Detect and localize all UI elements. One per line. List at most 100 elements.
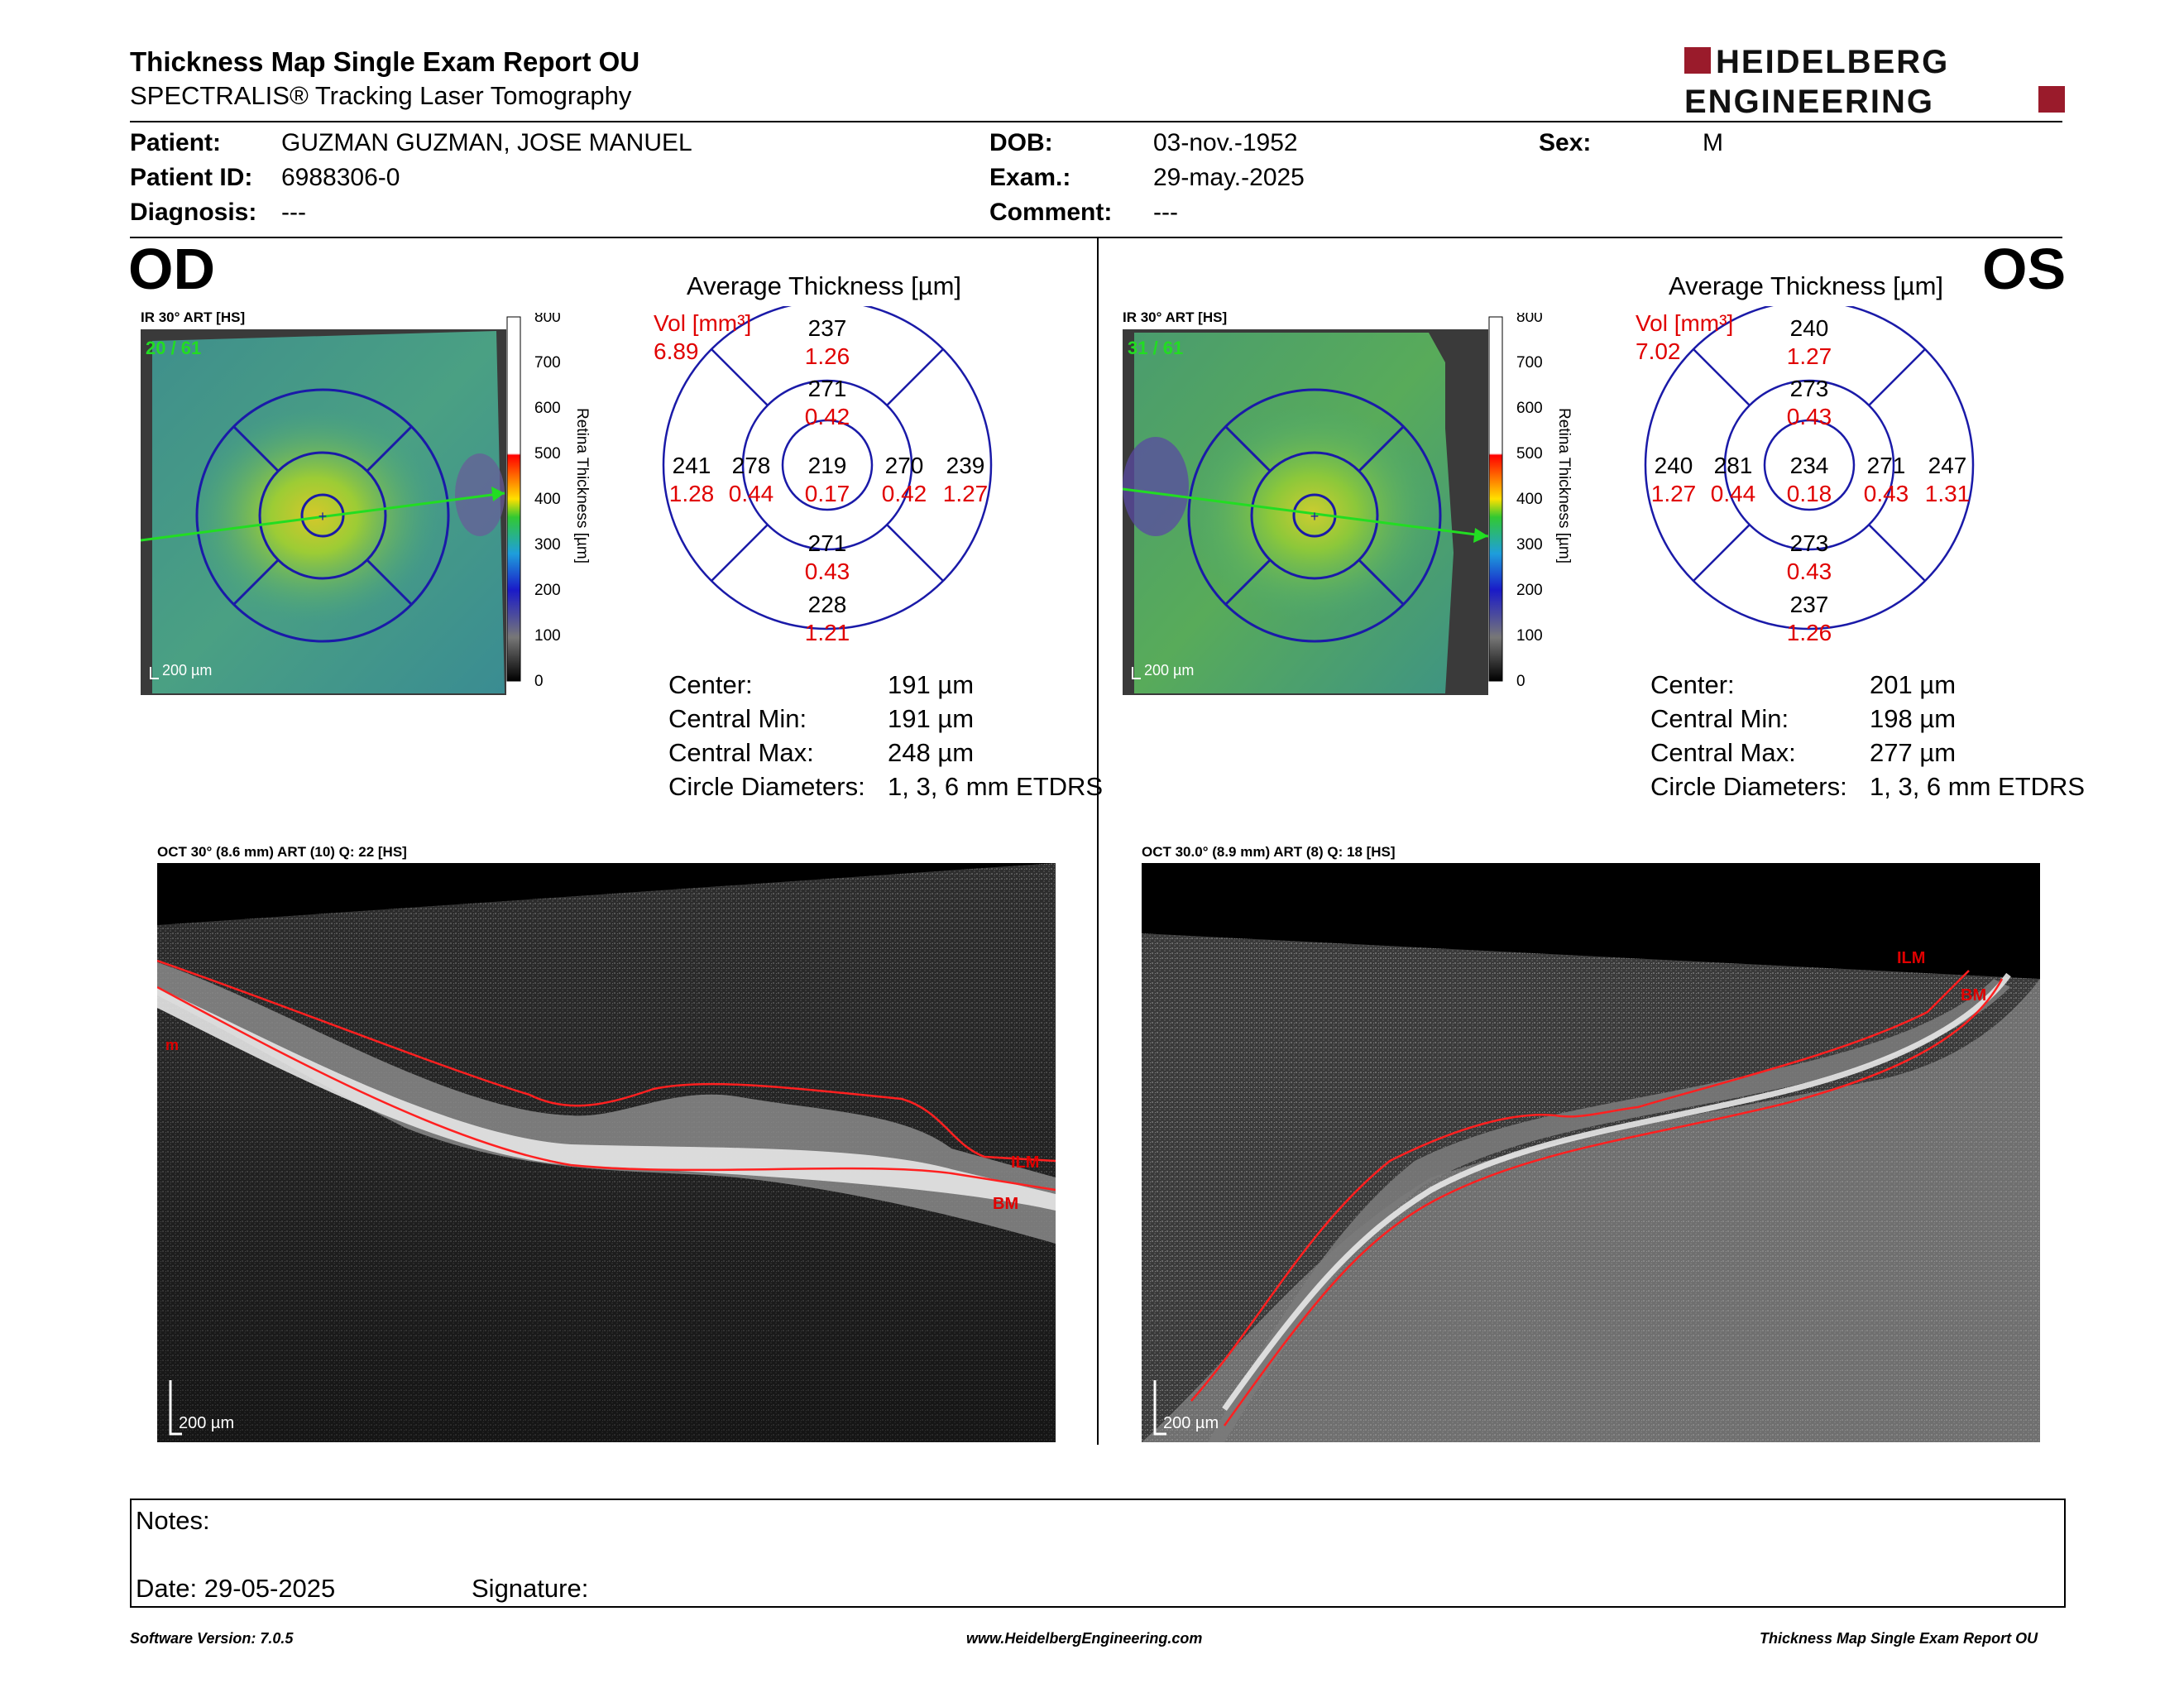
od-bm-label: BM <box>993 1195 1018 1213</box>
patient-id: 6988306-0 <box>281 164 400 191</box>
od-center-label: Center: <box>668 670 753 699</box>
software-version: Software Version: 7.0.5 <box>130 1630 294 1647</box>
os-frame-count: 31 / 61 <box>1128 338 1183 358</box>
svg-text:500: 500 <box>534 445 561 463</box>
svg-text:800: 800 <box>534 313 561 326</box>
od-frame-count: 20 / 61 <box>146 338 201 358</box>
svg-text:273: 273 <box>1790 530 1829 556</box>
od-center-value: 191 µm <box>888 670 975 699</box>
od-thickness-map: + 20 / 61 200 µm <box>141 329 506 695</box>
od-ir-label: IR 30° ART [HS] <box>141 309 246 325</box>
od-circle-diam-label: Circle Diameters: <box>668 772 865 801</box>
svg-text:600: 600 <box>1516 400 1543 417</box>
svg-text:1.26: 1.26 <box>1787 620 1832 645</box>
patient-name: GUZMAN GUZMAN, JOSE MANUEL <box>281 129 692 156</box>
svg-text:237: 237 <box>1790 592 1829 617</box>
svg-text:1.27: 1.27 <box>943 481 989 506</box>
svg-text:240: 240 <box>1790 315 1829 341</box>
svg-text:500: 500 <box>1516 445 1543 463</box>
sex-label: Sex: <box>1539 129 1592 156</box>
svg-text:1.27: 1.27 <box>1651 481 1697 506</box>
comment-value: --- <box>1153 199 1178 226</box>
svg-text:800: 800 <box>1516 313 1543 326</box>
svg-text:Retina Thickness [µm]: Retina Thickness [µm] <box>1555 408 1573 563</box>
svg-text:0.44: 0.44 <box>729 481 774 506</box>
svg-text:237: 237 <box>808 315 847 341</box>
svg-text:200: 200 <box>534 582 561 599</box>
svg-text:234: 234 <box>1790 453 1829 478</box>
eye-divider <box>1097 238 1099 1445</box>
exam-value: 29-may.-2025 <box>1153 164 1305 191</box>
svg-text:0.43: 0.43 <box>1787 404 1832 429</box>
diagnosis-label: Diagnosis: <box>130 199 257 226</box>
od-etdrs-grid: Vol [mm³] 6.89 237 1.26 271 0.42 241 1.2… <box>654 306 993 645</box>
patient-id-label: Patient ID: <box>130 164 253 191</box>
os-vol-total: 7.02 <box>1636 338 1681 364</box>
os-ir-label: IR 30° ART [HS] <box>1123 309 1228 325</box>
svg-text:1.27: 1.27 <box>1787 343 1832 369</box>
os-central-min-value: 198 µm <box>1870 704 1956 733</box>
svg-text:239: 239 <box>946 453 985 478</box>
svg-text:700: 700 <box>534 354 561 372</box>
svg-text:240: 240 <box>1655 453 1693 478</box>
comment-label: Comment: <box>989 199 1113 226</box>
svg-text:0: 0 <box>534 673 544 690</box>
svg-text:0.43: 0.43 <box>1787 559 1832 584</box>
od-oct-scale: 200 µm <box>179 1414 234 1432</box>
od-central-min-value: 191 µm <box>888 704 975 733</box>
svg-text:300: 300 <box>534 536 561 554</box>
od-ilm-label: ILM <box>1011 1153 1039 1172</box>
svg-text:100: 100 <box>1516 627 1543 645</box>
svg-text:1.31: 1.31 <box>1925 481 1971 506</box>
od-vol-total: 6.89 <box>654 338 699 364</box>
report-subtitle: SPECTRALIS® Tracking Laser Tomography <box>130 81 632 110</box>
dob-label: DOB: <box>989 129 1053 156</box>
od-vol-label: Vol [mm³] <box>654 310 751 336</box>
os-colorbar: 800 700 600 500 400 300 200 100 0 Retina… <box>1488 313 1573 690</box>
os-central-min-label: Central Min: <box>1650 704 1789 733</box>
os-ilm-label: ILM <box>1897 949 1925 967</box>
website-link[interactable]: www.HeidelbergEngineering.com <box>966 1630 1203 1647</box>
diagnosis-value: --- <box>281 199 306 226</box>
svg-text:700: 700 <box>1516 354 1543 372</box>
svg-text:241: 241 <box>673 453 711 478</box>
svg-text:281: 281 <box>1714 453 1753 478</box>
os-vol-label: Vol [mm³] <box>1636 310 1733 336</box>
svg-text:273: 273 <box>1790 376 1829 401</box>
os-oct-label: OCT 30.0° (8.9 mm) ART (8) Q: 18 [HS] <box>1142 844 1396 860</box>
svg-text:278: 278 <box>732 453 771 478</box>
notes-label: Notes: <box>136 1506 210 1535</box>
os-oct-scale: 200 µm <box>1163 1414 1219 1432</box>
svg-text:ENGINEERING: ENGINEERING <box>1684 84 1934 117</box>
svg-text:+: + <box>1310 508 1320 525</box>
svg-text:0.43: 0.43 <box>1864 481 1909 506</box>
notes-box[interactable] <box>130 1499 2066 1608</box>
svg-text:247: 247 <box>1928 453 1967 478</box>
svg-text:0.42: 0.42 <box>805 404 850 429</box>
svg-text:219: 219 <box>808 453 847 478</box>
os-circle-diam-label: Circle Diameters: <box>1650 772 1847 801</box>
signature-label: Signature: <box>472 1574 589 1603</box>
od-oct-scan: ILM BM m 200 µm <box>157 863 1056 1442</box>
svg-text:200: 200 <box>1516 582 1543 599</box>
svg-text:270: 270 <box>885 453 924 478</box>
os-map-scale: 200 µm <box>1144 662 1194 679</box>
dob-value: 03-nov.-1952 <box>1153 129 1298 156</box>
svg-text:100: 100 <box>534 627 561 645</box>
svg-text:228: 228 <box>808 592 847 617</box>
svg-text:1.28: 1.28 <box>669 481 715 506</box>
patient-divider <box>130 237 2062 238</box>
os-etdrs-grid: Vol [mm³] 7.02 240 1.27 273 0.43 240 1.2… <box>1636 306 1975 645</box>
svg-text:Retina Thickness [µm]: Retina Thickness [µm] <box>573 408 591 563</box>
svg-text:0.17: 0.17 <box>805 481 850 506</box>
svg-text:1.21: 1.21 <box>805 620 850 645</box>
svg-text:271: 271 <box>808 376 847 401</box>
os-oct-scan: ILM BM 200 µm <box>1142 863 2040 1442</box>
svg-text:400: 400 <box>1516 491 1543 508</box>
heidelberg-logo: HEIDELBERG ENGINEERING <box>1684 44 2065 117</box>
od-map-scale: 200 µm <box>162 662 212 679</box>
svg-text:1.26: 1.26 <box>805 343 850 369</box>
svg-text:+: + <box>318 508 328 525</box>
od-central-max-value: 248 µm <box>888 738 975 767</box>
os-center-label: Center: <box>1650 670 1735 699</box>
